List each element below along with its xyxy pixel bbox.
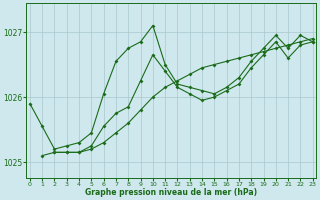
X-axis label: Graphe pression niveau de la mer (hPa): Graphe pression niveau de la mer (hPa)	[85, 188, 257, 197]
